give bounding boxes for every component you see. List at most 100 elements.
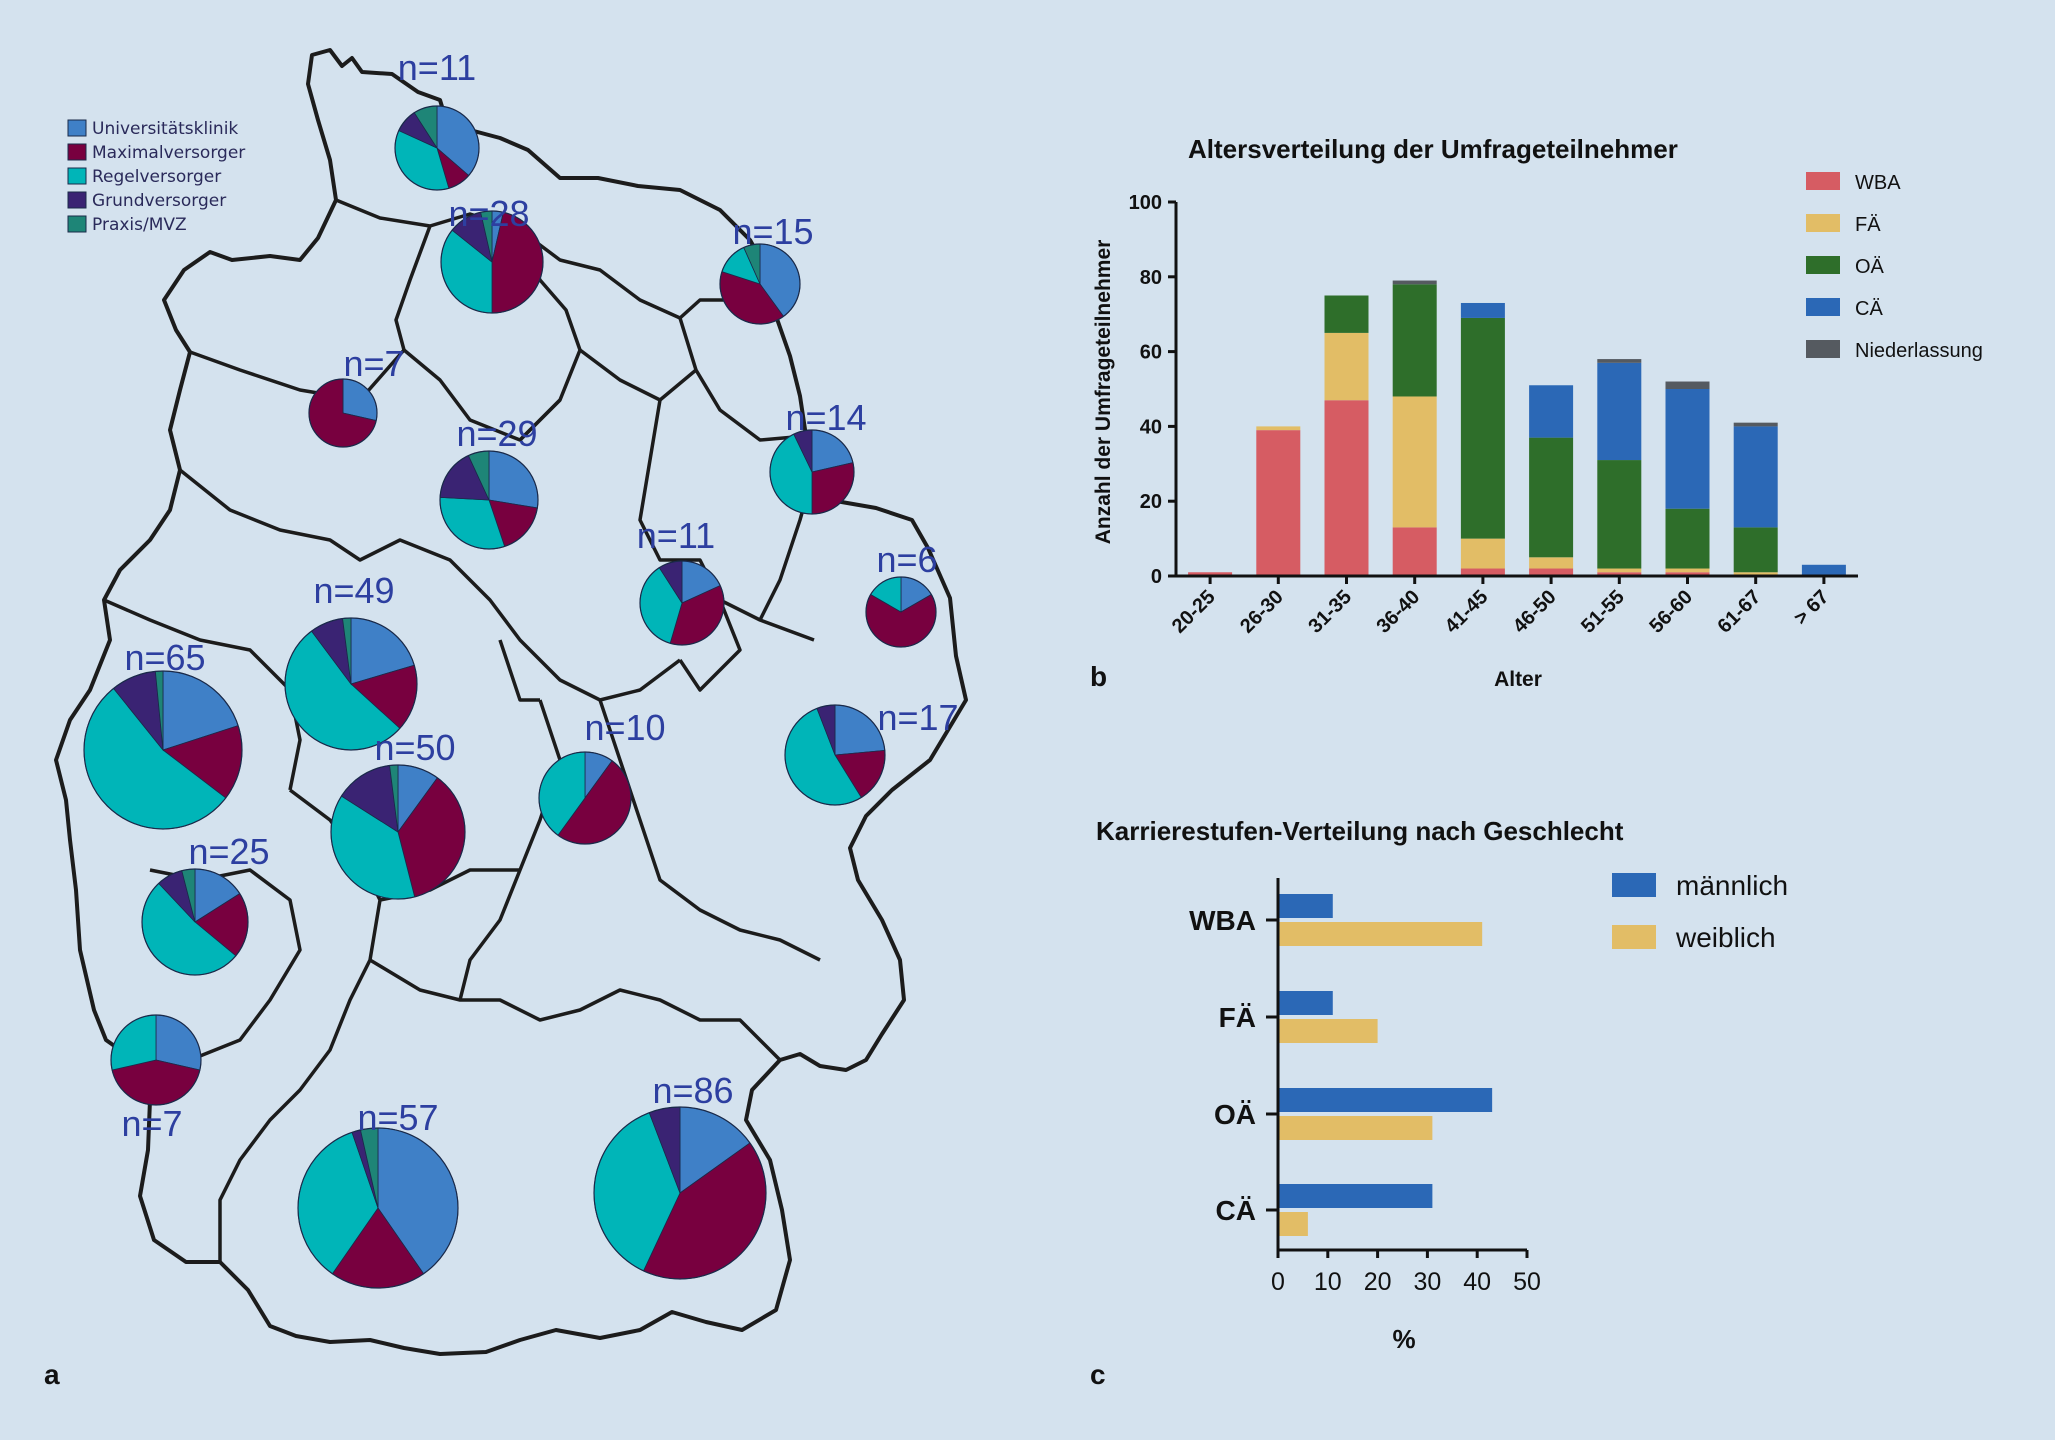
- y-category-label: FÄ: [1219, 1002, 1256, 1033]
- y-category-label: CÄ: [1216, 1195, 1256, 1226]
- legend-swatch-2: [67, 167, 87, 185]
- x-tick-label: 56-60: [1645, 586, 1697, 638]
- bar-51-55-CÄ: [1597, 362, 1642, 461]
- legend-label: Grundversorger: [92, 191, 226, 211]
- pie-outline: [440, 210, 544, 314]
- pie-n-label: n=57: [357, 1097, 438, 1138]
- pie-outline: [308, 378, 378, 448]
- bar-36-40-WBA: [1392, 527, 1437, 576]
- pie-outline: [865, 576, 937, 648]
- pie-outline: [639, 560, 725, 646]
- bar-41-45-CÄ: [1460, 302, 1505, 318]
- legend-label: männlich: [1676, 870, 1788, 901]
- pie-outline: [719, 243, 801, 325]
- legend-label: Niederlassung: [1855, 340, 1983, 362]
- pie-n-label: n=15: [732, 211, 813, 252]
- legend-label: FÄ: [1855, 214, 1881, 236]
- legend-label: OÄ: [1855, 256, 1885, 278]
- hbar-OÄ-männlich: [1278, 1088, 1493, 1112]
- bar-41-45-OÄ: [1460, 317, 1505, 539]
- bar-46-50-CÄ: [1529, 385, 1574, 438]
- y-tick-label: 40: [1140, 416, 1162, 438]
- pie-n-label: n=7: [121, 1103, 182, 1144]
- career-by-gender-chart: Karrierestufen-Verteilung nach Geschlech…: [1090, 816, 1788, 1390]
- pie-chart-8: [865, 576, 937, 648]
- x-tick-label: 31-35: [1304, 586, 1356, 638]
- chart-c-xlabel: %: [1392, 1324, 1415, 1354]
- x-tick-label: 0: [1271, 1268, 1285, 1296]
- chart-b-xlabel: Alter: [1494, 668, 1542, 691]
- legend-label: CÄ: [1855, 298, 1883, 320]
- legend-label: weiblich: [1675, 922, 1776, 953]
- bar-26-30-FÄ: [1256, 426, 1301, 431]
- hbar-CÄ-weiblich: [1278, 1212, 1308, 1236]
- pie-outline: [297, 1127, 459, 1289]
- pie-charts: [83, 105, 937, 1289]
- y-tick-label: 0: [1151, 566, 1162, 588]
- legend-swatch-Niederlassung: [1806, 340, 1840, 358]
- legend-label: WBA: [1855, 172, 1901, 194]
- bar-36-40-Niederlassung: [1392, 280, 1437, 285]
- bar-31-35-OÄ: [1324, 295, 1369, 333]
- x-tick-label: 30: [1413, 1268, 1441, 1296]
- x-tick-label: 20-25: [1168, 586, 1220, 638]
- pie-chart-3: [719, 243, 801, 325]
- panel-letter-c: c: [1090, 1359, 1106, 1390]
- bar-46-50-FÄ: [1529, 557, 1574, 569]
- y-category-label: WBA: [1189, 905, 1256, 936]
- pie-chart-13: [784, 704, 886, 806]
- x-tick-label: 36-40: [1373, 586, 1425, 638]
- legend-swatch-CÄ: [1806, 298, 1840, 316]
- hbar-WBA-weiblich: [1278, 922, 1483, 946]
- pie-chart-10: [83, 670, 243, 830]
- legend-swatch-0: [67, 119, 87, 137]
- pie-chart-16: [297, 1127, 459, 1289]
- legend-swatch-3: [67, 191, 87, 209]
- x-tick-label: 40: [1463, 1268, 1491, 1296]
- pie-chart-7: [639, 560, 725, 646]
- pie-n-labels: n=11 n=28 n=15 n=7 n=29 n=14 n=11 n=6 n=49 n=65 n=…: [121, 47, 958, 1144]
- pie-outline: [394, 105, 480, 191]
- bar-36-40-OÄ: [1392, 284, 1437, 397]
- pie-outline: [538, 751, 632, 845]
- x-tick-label: 61-67: [1714, 586, 1766, 638]
- legend-swatch-männlich: [1612, 873, 1656, 897]
- pie-outline: [784, 704, 886, 806]
- pie-outline: [769, 429, 855, 515]
- pie-outline: [330, 764, 466, 900]
- legend-label: Maximalversorger: [92, 143, 245, 163]
- pie-n-label: n=17: [877, 697, 958, 738]
- x-tick-label: 26-30: [1236, 586, 1288, 638]
- pie-outline: [83, 670, 243, 830]
- pie-outline: [110, 1014, 202, 1106]
- panel-letter-a: a: [44, 1359, 60, 1390]
- x-tick-label: > 67: [1790, 586, 1833, 629]
- bar-31-35-WBA: [1324, 400, 1369, 576]
- pie-chart-9: [284, 617, 418, 751]
- chart-b-bars: [1188, 280, 1846, 576]
- pie-outline: [284, 617, 418, 751]
- pie-chart-1: [394, 105, 480, 191]
- legend-swatch-FÄ: [1806, 214, 1840, 232]
- chart-b-ylabel: Anzahl der Umfrageteilnehmer: [1092, 240, 1115, 545]
- pie-chart-4: [308, 378, 378, 448]
- bar-51-55-FÄ: [1597, 568, 1642, 573]
- legend-label: Regelversorger: [92, 167, 221, 187]
- chart-c-legend: männlich weiblich: [1612, 870, 1788, 953]
- age-distribution-chart: Altersverteilung der Umfrageteilnehmer 2…: [1090, 134, 1983, 692]
- pie-n-label: n=11: [637, 515, 715, 556]
- pie-chart-6: [769, 429, 855, 515]
- bar-51-55-OÄ: [1597, 460, 1642, 569]
- legend-swatch-1: [67, 143, 87, 161]
- pie-outline: [141, 868, 249, 976]
- hbar-FÄ-weiblich: [1278, 1019, 1378, 1043]
- pie-n-label: n=65: [124, 637, 205, 678]
- pie-n-label: n=6: [876, 539, 937, 580]
- pie-outline: [593, 1106, 767, 1280]
- pie-chart-17: [593, 1106, 767, 1280]
- bar-56-60-WBA: [1665, 572, 1710, 576]
- bar-> 67-CÄ: [1801, 564, 1846, 576]
- hbar-WBA-männlich: [1278, 894, 1333, 918]
- legend-swatch-4: [67, 215, 87, 233]
